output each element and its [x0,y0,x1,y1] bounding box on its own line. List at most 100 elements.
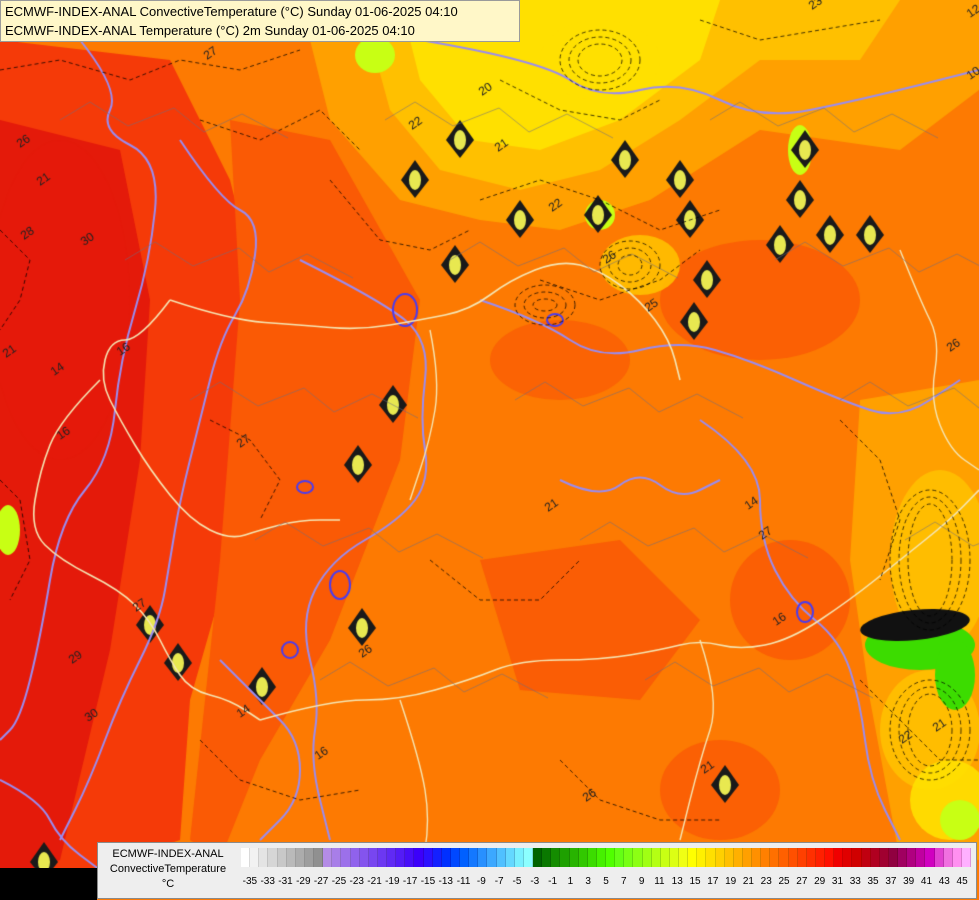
legend-tick-label: 9 [638,876,645,887]
legend-swatch [414,848,424,867]
legend-tick-label: 21 [742,876,754,887]
legend-swatch [496,848,506,867]
legend-tick-label: 11 [654,876,665,887]
legend-tick-label: -13 [438,876,453,887]
legend-swatch [615,848,625,867]
legend-swatch [761,848,771,867]
legend-tick-label: -23 [349,876,364,887]
legend-swatch [952,848,962,867]
legend-swatch [669,848,679,867]
legend-swatch [943,848,953,867]
legend-swatch [843,848,853,867]
legend-tick-label: -11 [456,876,471,887]
legend-variable-label: ConvectiveTemperature [109,863,227,875]
legend-tick-label: 25 [778,876,790,887]
legend-tick-labels: -35 -33 -31 -29 -27 -25 -23 -21 -19 -17 -15 -13 -11-… [241,876,971,890]
legend-swatch [596,848,606,867]
legend-swatch [934,848,944,867]
legend-swatch [733,848,743,867]
legend-tick-label: 31 [831,876,844,887]
title-convective-temperature: ECMWF-INDEX-ANAL ConvectiveTemperature (… [5,4,458,19]
legend-swatch [916,848,926,867]
legend-swatch [907,848,917,867]
legend-tick-label: -5 [512,876,522,887]
legend-swatch [752,848,762,867]
legend-swatch [961,848,971,867]
legend-swatch [560,848,570,867]
legend-swatch [724,848,734,867]
legend-swatch [770,848,780,867]
legend-swatch [405,848,415,867]
legend-swatch [241,848,251,867]
legend-swatch [250,848,260,867]
legend-swatch [642,848,652,867]
legend-tick-label: -19 [385,876,400,887]
legend-tick-label: 19 [725,876,737,887]
legend-tick-label: -7 [494,876,504,887]
legend-swatch [377,848,387,867]
legend-swatch [478,848,488,867]
legend-swatch [870,848,880,867]
legend-swatch [323,848,333,867]
legend-tick-label: -27 [313,876,329,887]
legend-tick-label: 45 [956,876,968,887]
legend-tick-label: 35 [867,876,879,887]
legend-tick-label: 41 [920,876,933,887]
legend-swatch [925,848,935,867]
legend-swatch [879,848,889,867]
legend-tick-label: -1 [548,876,558,887]
legend-tick-label: -17 [402,876,418,887]
legend-tick-label: 23 [760,876,772,887]
legend-tick-label: -25 [331,876,347,887]
legend-swatch [578,848,588,867]
legend-swatch [332,848,342,867]
legend-tick-label: 27 [796,876,808,887]
legend-tick-label: 15 [689,876,701,887]
legend-swatch [259,848,269,867]
legend-swatch [852,848,862,867]
legend-swatch [815,848,825,867]
map-title-box: ECMWF-INDEX-ANAL ConvectiveTemperature (… [0,0,520,42]
legend-swatch [277,848,287,867]
legend-swatch [523,848,533,867]
legend-swatch [423,848,433,867]
legend-tick-label: -33 [260,876,275,887]
legend-swatch [505,848,515,867]
legend-swatch [469,848,479,867]
legend-tick-label: -29 [296,876,311,887]
legend-swatch [341,848,351,867]
legend-swatch [660,848,670,867]
legend-tick-label: 37 [885,876,897,887]
legend-tick-label: 17 [707,876,719,887]
legend-swatch [706,848,716,867]
legend-tick-label: 5 [603,876,609,887]
legend-swatch [587,848,597,867]
legend-swatch [350,848,360,867]
legend-swatch [806,848,816,867]
legend-swatch [487,848,497,867]
legend-swatch [834,848,844,867]
legend-swatch [788,848,798,867]
legend-swatch [295,848,305,867]
legend-swatch [624,848,634,867]
legend-model-label: ECMWF-INDEX-ANAL [112,848,224,860]
legend-tick-label: 43 [938,876,950,887]
legend-tick-label: -3 [530,876,540,887]
legend-tick-label: -9 [476,876,486,887]
legend-tick-label: 29 [814,876,826,887]
legend-swatch [304,848,314,867]
legend-tick-label: -35 [242,876,258,887]
legend-swatch [286,848,296,867]
legend-swatch [533,848,543,867]
legend-tick-label: -15 [420,876,436,887]
legend-tick-label: 1 [567,876,574,887]
legend-swatch [387,848,397,867]
legend-tick-label: 3 [585,876,591,887]
legend-swatch [688,848,698,867]
legend-swatch [606,848,616,867]
legend-swatch [551,848,561,867]
legend-swatch [888,848,898,867]
legend-swatch [715,848,725,867]
legend-swatch [396,848,406,867]
